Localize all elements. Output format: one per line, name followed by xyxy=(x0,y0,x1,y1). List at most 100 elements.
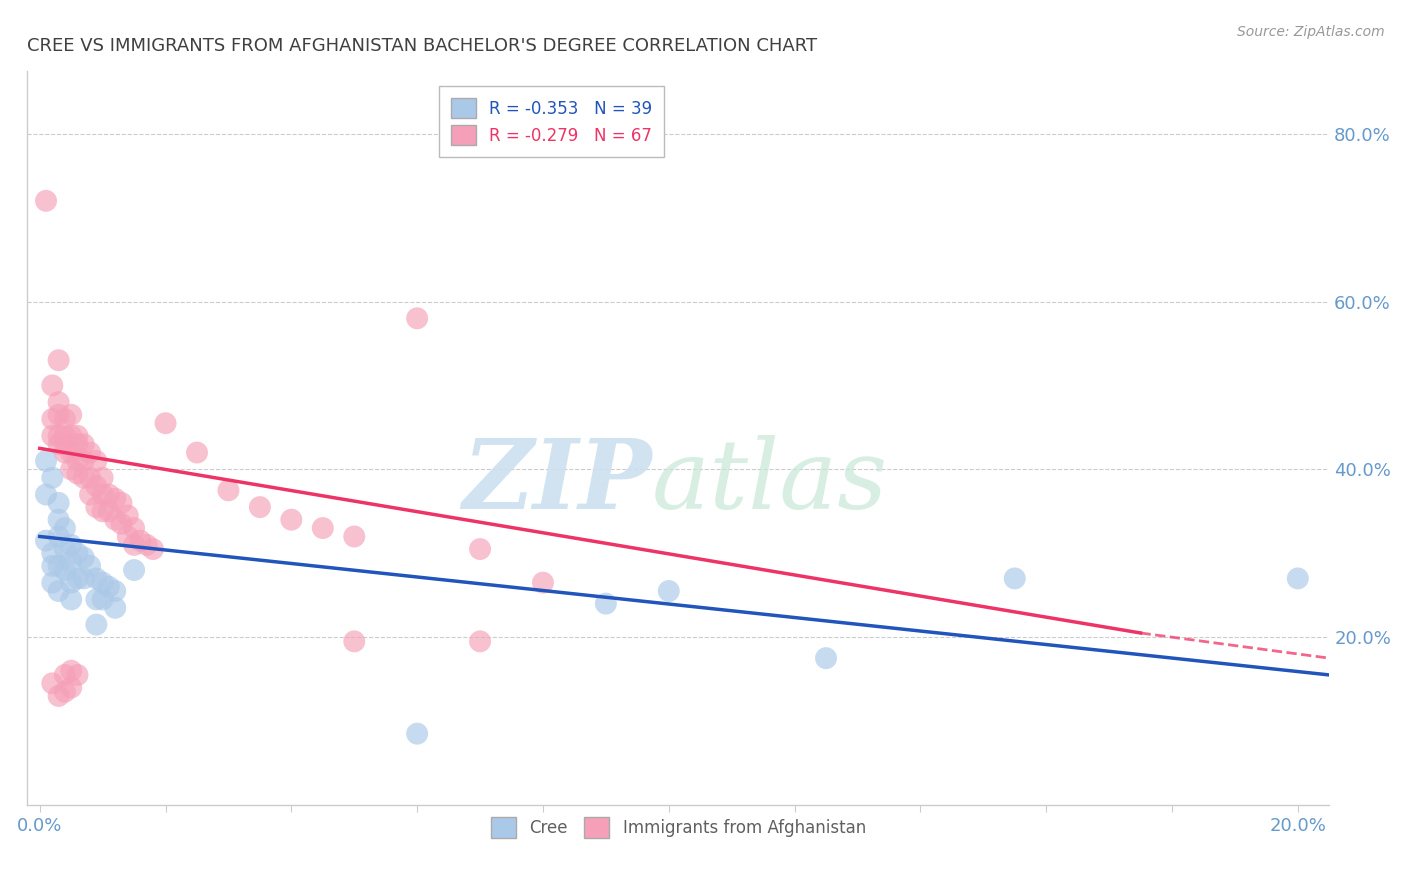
Point xyxy=(60,538,83,552)
Point xyxy=(48,558,70,573)
Point xyxy=(1004,571,1026,585)
Point xyxy=(73,454,96,468)
Point xyxy=(66,429,89,443)
Point xyxy=(53,542,76,557)
Point xyxy=(53,684,76,698)
Point xyxy=(122,563,145,577)
Point xyxy=(48,513,70,527)
Point xyxy=(48,529,70,543)
Text: CREE VS IMMIGRANTS FROM AFGHANISTAN BACHELOR'S DEGREE CORRELATION CHART: CREE VS IMMIGRANTS FROM AFGHANISTAN BACH… xyxy=(27,37,817,55)
Point xyxy=(79,445,101,459)
Point xyxy=(48,689,70,703)
Point xyxy=(66,571,89,585)
Point xyxy=(79,487,101,501)
Point xyxy=(110,496,132,510)
Point xyxy=(48,429,70,443)
Point xyxy=(60,681,83,695)
Point xyxy=(86,617,108,632)
Point xyxy=(343,634,366,648)
Point xyxy=(35,533,58,548)
Point xyxy=(122,521,145,535)
Point xyxy=(135,538,157,552)
Point xyxy=(53,429,76,443)
Point xyxy=(35,487,58,501)
Text: ZIP: ZIP xyxy=(463,435,652,529)
Point xyxy=(60,592,83,607)
Point xyxy=(217,483,239,498)
Point xyxy=(53,563,76,577)
Text: Source: ZipAtlas.com: Source: ZipAtlas.com xyxy=(1237,25,1385,39)
Point xyxy=(60,575,83,590)
Point xyxy=(48,496,70,510)
Point xyxy=(104,584,127,599)
Point xyxy=(41,575,63,590)
Point xyxy=(48,437,70,451)
Point xyxy=(186,445,208,459)
Point xyxy=(35,194,58,208)
Point xyxy=(1286,571,1309,585)
Point xyxy=(280,513,302,527)
Point xyxy=(73,571,96,585)
Point xyxy=(595,597,617,611)
Point xyxy=(312,521,335,535)
Point xyxy=(129,533,152,548)
Point xyxy=(53,445,76,459)
Point xyxy=(406,727,429,741)
Point xyxy=(815,651,838,665)
Point xyxy=(97,580,120,594)
Point xyxy=(60,462,83,476)
Point xyxy=(343,529,366,543)
Point xyxy=(41,412,63,426)
Point xyxy=(104,491,127,506)
Point xyxy=(155,416,177,430)
Point xyxy=(73,437,96,451)
Point xyxy=(104,600,127,615)
Point xyxy=(41,378,63,392)
Point xyxy=(91,504,114,518)
Point xyxy=(86,571,108,585)
Point xyxy=(48,353,70,368)
Point xyxy=(91,471,114,485)
Point xyxy=(117,508,139,523)
Text: atlas: atlas xyxy=(652,435,889,529)
Point xyxy=(53,668,76,682)
Point xyxy=(91,575,114,590)
Point xyxy=(41,471,63,485)
Point xyxy=(91,487,114,501)
Point xyxy=(60,408,83,422)
Point xyxy=(406,311,429,326)
Point xyxy=(73,471,96,485)
Point xyxy=(97,487,120,501)
Point xyxy=(468,542,491,557)
Point xyxy=(66,437,89,451)
Point xyxy=(41,546,63,560)
Point xyxy=(60,429,83,443)
Point xyxy=(60,555,83,569)
Point xyxy=(60,664,83,678)
Point xyxy=(142,542,165,557)
Point xyxy=(48,584,70,599)
Point xyxy=(41,676,63,690)
Point xyxy=(86,592,108,607)
Point xyxy=(66,454,89,468)
Point xyxy=(48,408,70,422)
Point xyxy=(86,454,108,468)
Point xyxy=(66,668,89,682)
Point xyxy=(79,558,101,573)
Point xyxy=(117,529,139,543)
Point xyxy=(41,558,63,573)
Point xyxy=(66,467,89,481)
Point xyxy=(60,445,83,459)
Legend: Cree, Immigrants from Afghanistan: Cree, Immigrants from Afghanistan xyxy=(484,811,872,845)
Point xyxy=(249,500,271,515)
Point xyxy=(86,500,108,515)
Point xyxy=(468,634,491,648)
Point xyxy=(86,479,108,493)
Point xyxy=(41,429,63,443)
Point xyxy=(53,437,76,451)
Point xyxy=(122,538,145,552)
Point xyxy=(110,516,132,531)
Point xyxy=(91,592,114,607)
Point xyxy=(531,575,554,590)
Point xyxy=(97,504,120,518)
